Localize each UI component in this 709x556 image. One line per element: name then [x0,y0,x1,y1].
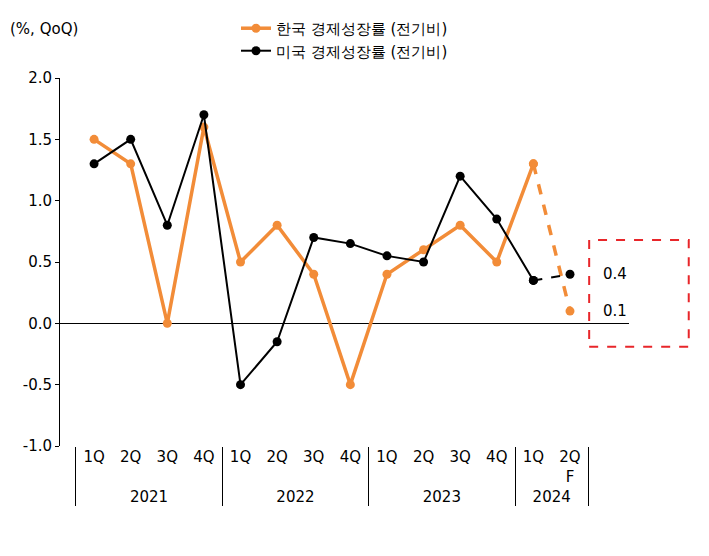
svg-text:1Q: 1Q [230,448,251,466]
svg-text:2024: 2024 [533,488,571,506]
svg-text:0.0: 0.0 [28,315,52,333]
svg-text:-0.5: -0.5 [23,376,52,394]
svg-text:1Q: 1Q [83,448,104,466]
svg-text:0.4: 0.4 [603,265,627,283]
svg-text:3Q: 3Q [449,448,470,466]
svg-text:3Q: 3Q [157,448,178,466]
svg-text:2QF: 2QF [559,448,580,486]
svg-text:1Q: 1Q [376,448,397,466]
svg-text:3Q: 3Q [303,448,324,466]
svg-text:2022: 2022 [276,488,314,506]
svg-text:한국 경제성장률 (전기비): 한국 경제성장률 (전기비) [276,20,447,38]
svg-text:0.1: 0.1 [603,302,627,320]
svg-text:1.0: 1.0 [28,192,52,210]
svg-text:2.0: 2.0 [28,69,52,87]
svg-text:4Q: 4Q [340,448,361,466]
svg-text:1Q: 1Q [523,448,544,466]
svg-text:미국 경제성장률 (전기비): 미국 경제성장률 (전기비) [276,43,447,61]
svg-text:2Q: 2Q [266,448,287,466]
svg-text:2Q: 2Q [413,448,434,466]
svg-text:2Q: 2Q [120,448,141,466]
svg-text:4Q: 4Q [486,448,507,466]
svg-text:-1.0: -1.0 [23,437,52,455]
svg-text:1.5: 1.5 [28,131,52,149]
svg-text:2023: 2023 [423,488,461,506]
svg-text:(%, QoQ): (%, QoQ) [10,20,78,38]
svg-text:2021: 2021 [130,488,168,506]
svg-text:0.5: 0.5 [28,253,52,271]
svg-text:4Q: 4Q [193,448,214,466]
